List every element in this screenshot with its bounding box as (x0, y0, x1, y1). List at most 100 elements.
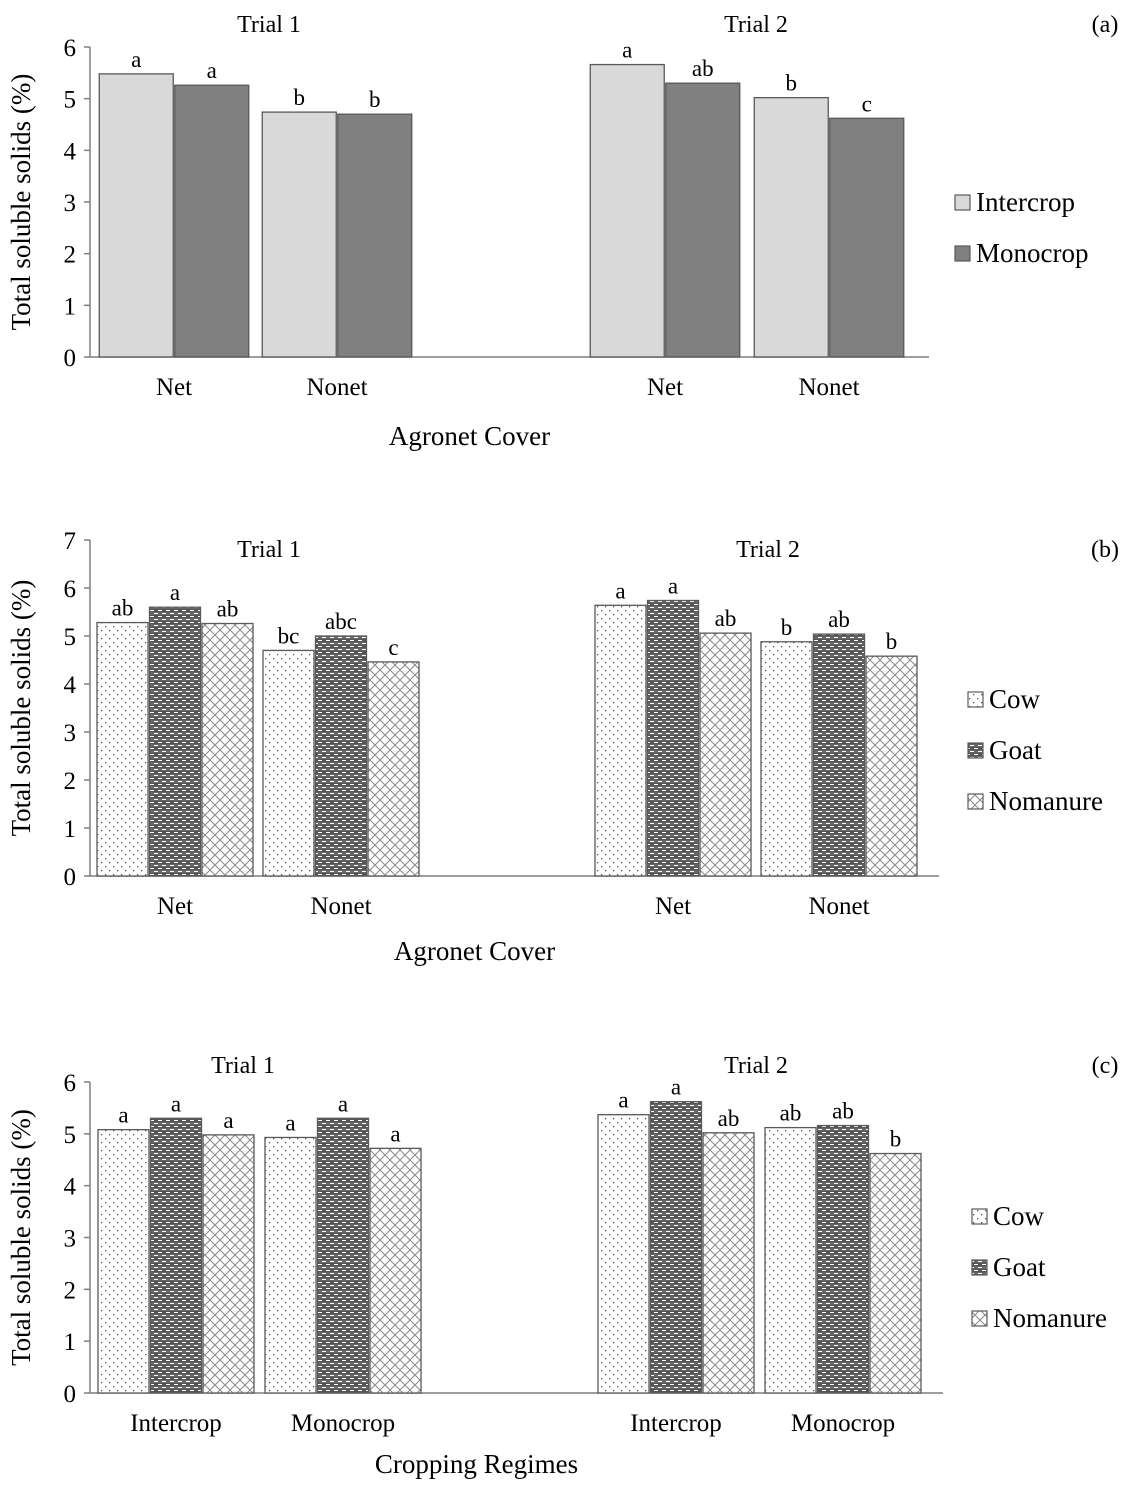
y-tick-label: 5 (64, 624, 77, 651)
legend-swatch-nomanure (967, 793, 984, 810)
bar-intercrop (753, 96, 829, 358)
bar-nomanure (869, 1152, 922, 1394)
bar-nomanure (201, 622, 254, 877)
significance-letter: a (170, 580, 180, 605)
panel-1: 0 1 2 3 4 5 6 Total soluble solids (%) Agronet C… (6, 12, 1118, 451)
legend-swatch-goat (971, 1259, 988, 1276)
x-tick-label: Nonet (306, 374, 367, 401)
y-tick-label: 6 (64, 576, 77, 603)
y-tick-label: 1 (64, 1329, 77, 1356)
x-tick-label: Nonet (808, 893, 869, 920)
legend-label: Nomanure (989, 786, 1103, 816)
legend-swatch-intercrop (954, 194, 971, 211)
panel-label: (b) (1091, 537, 1119, 563)
panel-label: (a) (1092, 12, 1119, 38)
x-axis-title: Cropping Regimes (375, 1449, 578, 1479)
trial-label: Trial 1 (237, 12, 301, 38)
significance-letter: a (171, 1091, 181, 1116)
significance-letter: b (369, 87, 381, 112)
legend-label: Goat (989, 735, 1042, 765)
trial-label: Trial 1 (211, 1053, 275, 1079)
legend-label: Cow (989, 684, 1041, 714)
significance-letter: b (890, 1127, 902, 1152)
x-tick-label: Intercrop (630, 1410, 722, 1437)
x-tick-label: Nonet (310, 893, 371, 920)
bar-cow (760, 641, 813, 877)
y-tick-label: 2 (64, 768, 77, 795)
bar-cow (96, 621, 149, 877)
legend-label: Goat (993, 1252, 1046, 1282)
x-axis-title: Agronet Cover (394, 936, 555, 966)
bar-goat (148, 606, 202, 877)
y-tick-label: 5 (64, 1122, 77, 1149)
bar-cow (97, 1129, 150, 1394)
bar-goat (314, 635, 368, 877)
legend: Cow Goat Nomanure (967, 684, 1103, 816)
bar-intercrop (261, 111, 337, 358)
significance-letter: b (786, 71, 798, 96)
significance-letter: ab (112, 596, 134, 621)
x-tick-label: Net (647, 374, 683, 401)
y-tick-label: 2 (64, 1277, 77, 1304)
legend: Intercrop Monocrop (954, 187, 1088, 268)
significance-letter: ab (217, 597, 239, 622)
bar-nomanure (699, 632, 752, 877)
x-tick-label: Monocrop (291, 1410, 395, 1437)
panel-2: 0 1 2 3 4 5 6 7 Total soluble solids (%) Agronet … (6, 528, 1119, 966)
bar-nomanure (367, 661, 420, 877)
bar-cow (264, 1136, 317, 1394)
significance-letter: a (207, 58, 217, 83)
trial-label: Trial 1 (237, 537, 301, 563)
bar-monocrop (829, 117, 905, 358)
significance-letter: a (671, 1075, 681, 1100)
bar-intercrop (98, 73, 174, 358)
significance-letter: a (622, 38, 632, 63)
x-tick-label: Intercrop (130, 1410, 222, 1437)
bar-goat (149, 1117, 203, 1394)
bar-goat (812, 633, 866, 877)
x-tick-label: Net (655, 893, 691, 920)
legend-swatch-nomanure (971, 1310, 988, 1327)
y-tick-label: 2 (64, 242, 77, 269)
bar-cow (597, 1114, 650, 1394)
y-axis-title: Total soluble solids (%) (6, 580, 36, 837)
trial-label: Trial 2 (724, 12, 788, 38)
significance-letter: abc (325, 609, 357, 634)
y-tick-label: 1 (64, 293, 77, 320)
y-axis-title: Total soluble solids (%) (6, 1109, 36, 1366)
y-tick-label: 4 (64, 672, 77, 699)
significance-letter: a (668, 573, 678, 598)
y-tick-label: 6 (64, 35, 77, 62)
trial-label: Trial 2 (724, 1053, 788, 1079)
bar-goat (316, 1117, 370, 1394)
bar-goat (649, 1101, 703, 1394)
bar-monocrop (174, 84, 250, 358)
bar-monocrop (337, 113, 413, 358)
significance-letter: c (862, 91, 872, 116)
x-tick-label: Monocrop (791, 1410, 895, 1437)
bar-nomanure (702, 1132, 755, 1394)
y-tick-label: 1 (64, 816, 77, 843)
legend-label: Intercrop (976, 187, 1075, 217)
legend: Cow Goat Nomanure (971, 1201, 1107, 1333)
significance-letter: a (223, 1108, 233, 1133)
x-tick-label: Net (157, 893, 193, 920)
legend-swatch-monocrop (954, 245, 971, 262)
significance-letter: a (390, 1121, 400, 1146)
legend-label: Cow (993, 1201, 1045, 1231)
panel-3: 0 1 2 3 4 5 6 Total soluble solids (%) Cropping … (6, 1053, 1118, 1479)
y-tick-label: 4 (64, 138, 77, 165)
x-tick-label: Net (156, 374, 192, 401)
significance-letter: ab (692, 56, 714, 81)
y-tick-label: 0 (64, 345, 77, 372)
bar-goat (816, 1124, 870, 1394)
y-tick-label: 0 (64, 1381, 77, 1408)
significance-letter: ab (715, 606, 737, 631)
x-axis-title: Agronet Cover (389, 421, 550, 451)
panel-label: (c) (1092, 1053, 1119, 1079)
trial-label: Trial 2 (736, 537, 800, 563)
significance-letter: bc (278, 623, 300, 648)
legend-swatch-cow (967, 691, 984, 708)
significance-letter: a (131, 47, 141, 72)
